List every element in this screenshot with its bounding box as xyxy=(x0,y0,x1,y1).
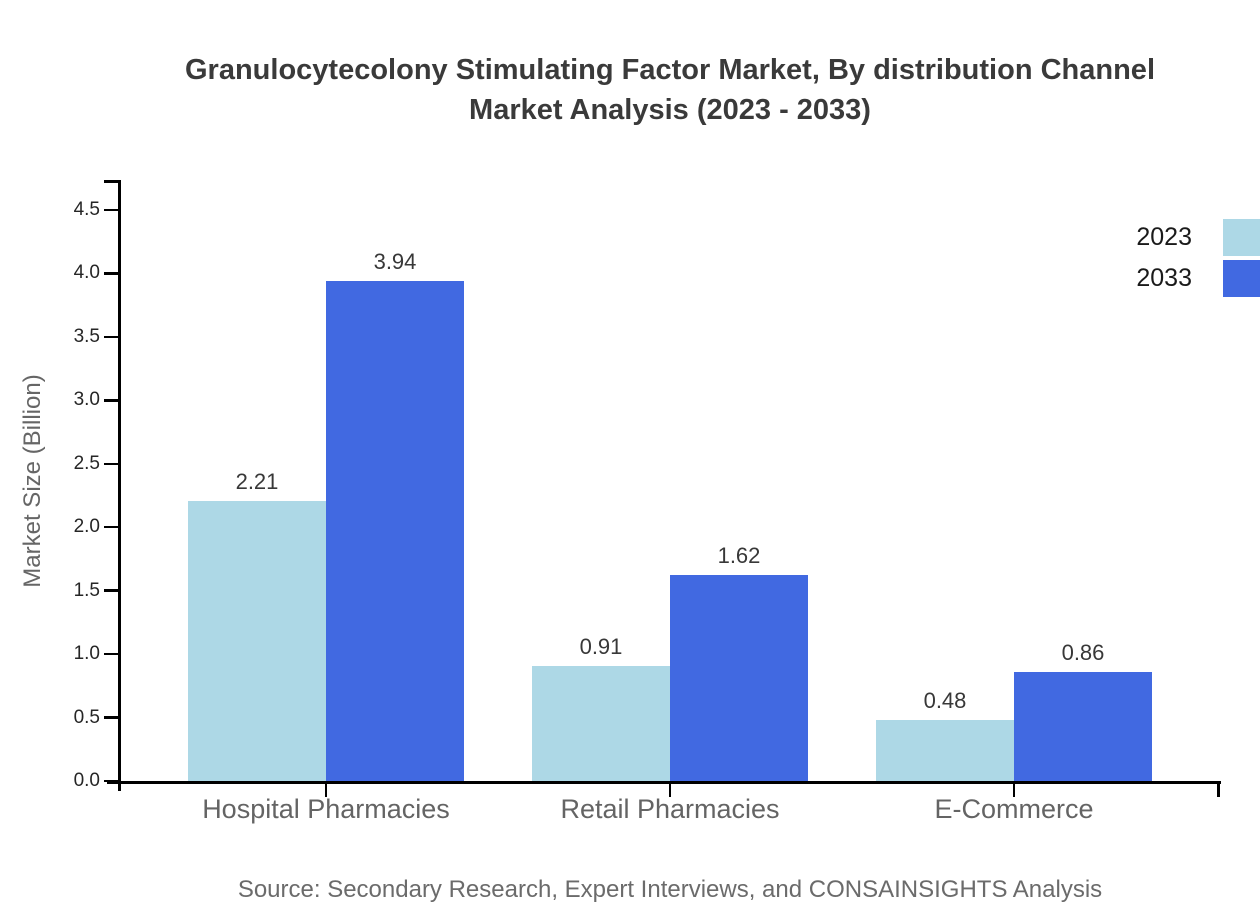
y-tick-label: 3.5 xyxy=(73,325,100,347)
y-tick-label: 1.0 xyxy=(73,643,100,665)
y-axis-tick xyxy=(104,399,118,402)
legend-swatch-2023 xyxy=(1223,219,1260,256)
y-axis-tick xyxy=(104,335,118,339)
legend-item-2023: 2023 xyxy=(1136,217,1260,258)
bar-2033-e-commerce xyxy=(1014,671,1152,781)
x-axis-spine xyxy=(107,781,1221,784)
legend-label-2023: 2023 xyxy=(1136,223,1192,251)
y-axis-tick xyxy=(104,272,118,275)
category-label-retail-pharmacies: Retail Pharmacies xyxy=(560,794,780,824)
y-tick-label: 4.0 xyxy=(73,262,100,284)
legend: 2023 2033 xyxy=(1136,217,1260,299)
y-tick-label: 0.5 xyxy=(73,706,100,728)
bar-2023-hospital-pharmacies xyxy=(188,500,326,781)
y-axis-endcap-tick xyxy=(104,180,118,183)
x-axis-tick xyxy=(668,784,672,797)
category-label-hospital-pharmacies: Hospital Pharmacies xyxy=(202,794,450,824)
value-label-2023-hospital-pharmacies: 2.21 xyxy=(235,468,279,494)
value-label-2033-e-commerce: 0.86 xyxy=(1061,639,1105,665)
value-label-2033-hospital-pharmacies: 3.94 xyxy=(373,249,417,275)
bar-2033-hospital-pharmacies xyxy=(326,281,464,781)
y-axis-tick xyxy=(104,462,118,466)
x-axis-tick xyxy=(1012,784,1016,797)
bar-2023-e-commerce xyxy=(876,720,1014,781)
y-tick-label: 1.5 xyxy=(73,579,100,601)
legend-label-2033: 2033 xyxy=(1136,264,1192,292)
y-axis-tick xyxy=(104,652,118,656)
y-tick-label: 3.0 xyxy=(73,389,100,411)
y-tick-label: 4.5 xyxy=(73,199,100,220)
y-axis-tick xyxy=(104,779,118,783)
chart-title-line2: Market Analysis (2023 - 2033) xyxy=(469,94,871,126)
source-note: Source: Secondary Research, Expert Inter… xyxy=(237,876,1103,903)
y-tick-label: 2.5 xyxy=(73,452,100,474)
value-label-2023-e-commerce: 0.48 xyxy=(923,688,967,714)
y-tick-label: 0.0 xyxy=(73,770,100,791)
y-axis-tick xyxy=(104,716,118,719)
y-axis-tick xyxy=(104,589,118,592)
category-label-e-commerce: E-Commerce xyxy=(934,794,1094,824)
chart-title: Granulocytecolony Stimulating Factor Mar… xyxy=(60,50,1260,130)
bar-2033-retail-pharmacies xyxy=(670,575,808,781)
legend-swatch-2033 xyxy=(1223,260,1260,297)
legend-item-2033: 2033 xyxy=(1136,258,1260,299)
y-axis-tick xyxy=(104,208,118,212)
value-label-2023-retail-pharmacies: 0.91 xyxy=(579,633,623,659)
x-axis-endcap-tick xyxy=(1217,784,1220,797)
bar-2023-retail-pharmacies xyxy=(532,665,670,781)
value-label-2033-retail-pharmacies: 1.62 xyxy=(717,543,761,569)
x-axis-tick xyxy=(324,784,328,797)
y-axis-tick xyxy=(104,525,118,529)
y-tick-label: 2.0 xyxy=(73,516,100,538)
chart-title-line1: Granulocytecolony Stimulating Factor Mar… xyxy=(184,54,1155,86)
y-axis-spine xyxy=(117,180,121,791)
